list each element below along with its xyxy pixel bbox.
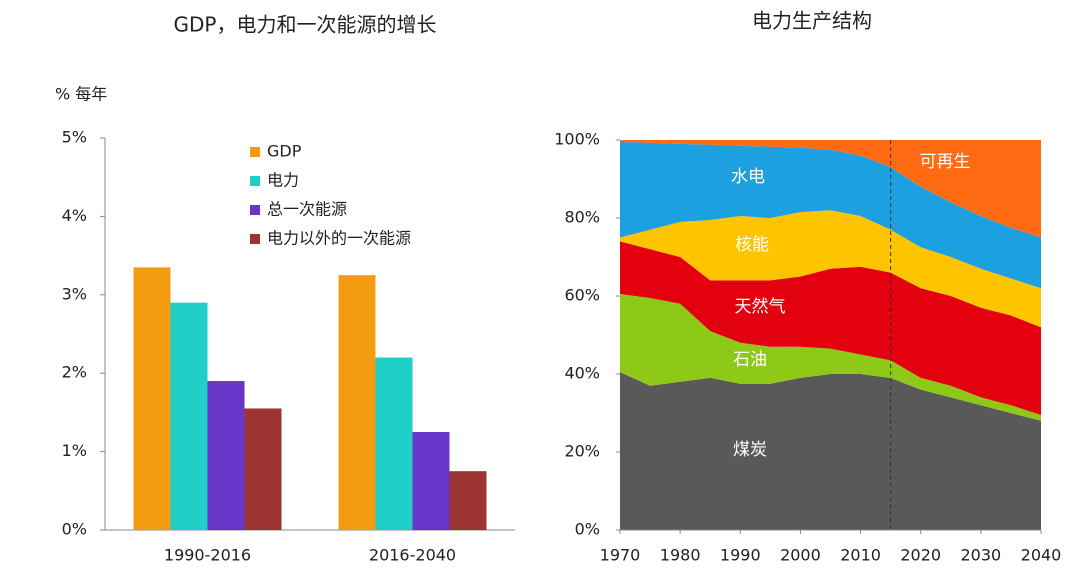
x-tick-label: 2016-2040 <box>369 546 456 565</box>
y-tick-label: 40% <box>564 364 600 383</box>
y-tick-label: 60% <box>564 286 600 305</box>
legend-swatch <box>250 176 260 186</box>
area-label: 天然气 <box>735 297 786 317</box>
x-tick-label: 2000 <box>780 546 821 565</box>
x-tick-label: 1970 <box>600 546 641 565</box>
y-tick-label: 100% <box>554 130 600 149</box>
area <box>620 241 1041 415</box>
legend-label: 电力 <box>267 171 299 190</box>
legend-label: 总一次能源 <box>267 200 347 219</box>
area <box>620 210 1041 328</box>
legend-swatch <box>250 147 260 157</box>
y-axis-label: % 每年 <box>55 85 107 104</box>
area <box>620 294 1041 421</box>
area <box>620 141 1041 289</box>
y-tick-label: 4% <box>62 206 87 225</box>
bar <box>133 267 171 530</box>
area-label: 煤炭 <box>733 440 767 460</box>
bar <box>449 471 487 530</box>
x-tick-label: 2020 <box>900 546 941 565</box>
legend-swatch <box>250 234 260 244</box>
bar <box>375 357 413 530</box>
area <box>620 140 1041 238</box>
y-tick-label: 0% <box>575 520 600 539</box>
legend-label: 电力以外的一次能源 <box>267 229 411 248</box>
y-tick-label: 1% <box>62 441 87 460</box>
bar <box>244 408 282 530</box>
area <box>620 372 1041 530</box>
y-tick-label: 5% <box>62 128 87 147</box>
y-tick-label: 80% <box>564 208 600 227</box>
bar <box>338 275 376 530</box>
area-label: 核能 <box>735 235 769 255</box>
area-label: 可再生 <box>920 152 971 172</box>
bar <box>412 432 450 530</box>
x-tick-label: 2030 <box>960 546 1001 565</box>
y-tick-label: 3% <box>62 284 87 303</box>
x-tick-label: 2040 <box>1021 546 1062 565</box>
y-tick-label: 2% <box>62 363 87 382</box>
x-tick-label: 1980 <box>660 546 701 565</box>
legend-swatch <box>250 205 260 215</box>
area-label: 石油 <box>733 350 767 370</box>
x-tick-label: 2010 <box>840 546 881 565</box>
bar <box>207 381 245 530</box>
y-tick-label: 0% <box>62 520 87 539</box>
area-label: 水电 <box>731 167 765 187</box>
chart-title: GDP，电力和一次能源的增长 <box>174 13 437 37</box>
x-tick-label: 1990 <box>720 546 761 565</box>
bar <box>170 302 208 530</box>
x-tick-label: 1990-2016 <box>164 546 251 565</box>
y-tick-label: 20% <box>564 442 600 461</box>
chart-title: 电力生产结构 <box>752 9 872 33</box>
legend-label: GDP <box>267 142 302 161</box>
